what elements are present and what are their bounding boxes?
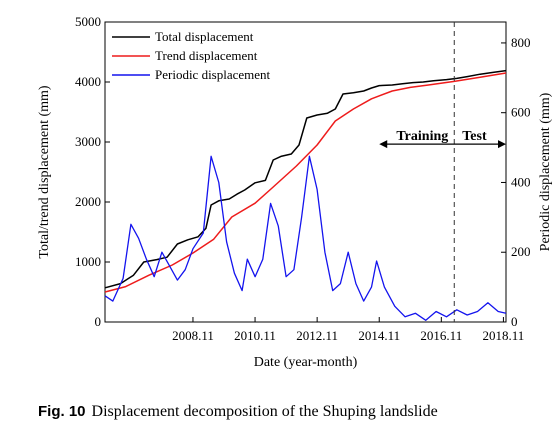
legend: Total displacement Trend displacement Peri…: [112, 29, 271, 82]
y-right-tick-label: 600: [511, 105, 531, 120]
displacement-chart: 0 1000 2000 3000 4000 5000 0 200 400 600 800 2008.1…: [37, 14, 553, 370]
x-tick-label: 2016.11: [420, 328, 462, 343]
legend-periodic-displacement-label: Periodic displacement: [155, 67, 271, 82]
figure-caption: Fig. 10 Displacement decomposition of the…: [38, 403, 538, 421]
y-right-tick-label: 200: [511, 244, 531, 259]
y-left-tick-label: 0: [95, 314, 102, 329]
x-axis-title: Date (year-month): [254, 355, 358, 370]
legend-total-displacement-label: Total displacement: [155, 29, 254, 44]
arrow-right-head: [498, 140, 506, 149]
y-right-tick-label: 800: [511, 35, 531, 50]
y-right-tick-label: 0: [511, 314, 518, 329]
plot-frame: [104, 21, 507, 323]
legend-trend-displacement-label: Trend displacement: [155, 48, 258, 63]
x-tick-label: 2008.11: [172, 328, 214, 343]
y-right-axis-title: Periodic displacement (mm): [538, 92, 553, 251]
y-left-axis-title: Total/trend displacement (mm): [37, 85, 52, 259]
x-tick-label: 2010.11: [234, 328, 276, 343]
x-tick-label: 2018.11: [483, 328, 525, 343]
total-displacement-line: [104, 69, 507, 289]
x-tick-label: 2014.11: [358, 328, 400, 343]
plot-area-frame: [104, 21, 507, 323]
periodic-displacement-line: [104, 155, 507, 321]
x-tick-label: 2012.11: [296, 328, 338, 343]
series-lines: [104, 69, 507, 321]
figure-label: Fig. 10: [38, 403, 86, 420]
y-left-tick-label: 2000: [75, 194, 101, 209]
y-right-tick-label: 400: [511, 174, 531, 189]
training-label: Training: [396, 129, 448, 144]
axis-titles: Date (year-month) Total/trend displacemen…: [37, 85, 553, 370]
y-left-tick-label: 1000: [75, 254, 101, 269]
trend-displacement-line: [104, 72, 507, 293]
test-label: Test: [462, 129, 487, 144]
figure-caption-text: Displacement decomposition of the Shupin…: [91, 403, 438, 420]
y-left-tick-label: 5000: [75, 14, 101, 29]
arrow-left-head: [379, 140, 388, 149]
training-test-annotation: Training Test: [379, 22, 506, 322]
y-left-tick-label: 4000: [75, 74, 101, 89]
y-left-tick-label: 3000: [75, 134, 101, 149]
axis-ticks: 0 1000 2000 3000 4000 5000 0 200 400 600 800 2008.1…: [75, 14, 531, 343]
